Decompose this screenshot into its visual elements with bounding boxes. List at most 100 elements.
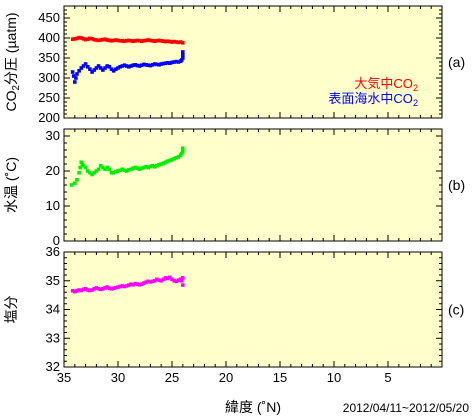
data-point [157, 278, 161, 282]
data-point [98, 38, 103, 42]
data-point [98, 287, 103, 292]
series-2 [70, 50, 185, 84]
data-point [107, 167, 112, 172]
data-point [120, 284, 125, 288]
data-point [163, 61, 168, 65]
data-point [148, 164, 153, 169]
x-tick-label: 5 [384, 370, 391, 385]
data-point [155, 62, 159, 67]
data-point [150, 39, 155, 43]
y-axis-title: 塩分 [3, 296, 19, 324]
data-point [94, 66, 99, 70]
y-axis-title: 水温 (˚C) [3, 157, 19, 213]
data-point [103, 286, 107, 290]
data-point [77, 288, 81, 292]
data-point [114, 169, 118, 174]
data-point [85, 37, 90, 41]
data-point [135, 282, 140, 286]
data-point [71, 74, 76, 78]
data-point [118, 284, 122, 289]
data-point [144, 63, 148, 67]
data-point [139, 63, 144, 67]
data-point [118, 65, 122, 69]
data-point [122, 39, 127, 43]
data-point [88, 288, 92, 293]
data-point [120, 167, 125, 172]
data-point [118, 39, 122, 43]
data-point [176, 278, 181, 282]
data-point [135, 38, 140, 43]
y-tick-label: 450 [38, 10, 60, 25]
data-point [127, 38, 131, 43]
y-tick-label: 300 [38, 70, 60, 85]
y-tick-label: 36 [46, 244, 60, 259]
data-point [179, 58, 184, 62]
data-point [168, 275, 172, 280]
data-point [78, 165, 82, 170]
data-point [73, 181, 77, 186]
data-point [75, 36, 79, 41]
data-point [109, 67, 114, 71]
data-point [172, 60, 176, 64]
data-point [88, 36, 92, 41]
data-point [150, 279, 155, 284]
data-point [159, 39, 163, 43]
data-point [139, 166, 144, 170]
data-point [111, 38, 116, 43]
data-point [152, 39, 157, 43]
data-point [94, 169, 99, 173]
data-point [161, 61, 166, 66]
data-point [101, 165, 105, 170]
data-point [133, 63, 138, 67]
data-point [73, 80, 77, 84]
data-point [137, 64, 142, 68]
data-point [150, 163, 155, 168]
data-point [103, 66, 107, 70]
data-point [163, 276, 168, 280]
data-point [146, 279, 151, 284]
data-point [148, 38, 153, 43]
data-point [176, 60, 181, 64]
data-point [81, 37, 86, 41]
data-point [77, 69, 81, 73]
y-tick-label: 35 [46, 273, 60, 288]
data-point [69, 183, 74, 187]
data-point [109, 287, 114, 291]
data-point [157, 38, 161, 43]
series-1 [70, 35, 185, 45]
data-point [170, 158, 174, 162]
data-point [96, 167, 101, 172]
data-point [152, 165, 157, 169]
data-point [120, 39, 125, 43]
data-point [178, 40, 183, 44]
y-tick-label: 0 [53, 233, 60, 248]
series-1 [70, 275, 185, 294]
data-point [137, 282, 142, 287]
data-point [146, 38, 151, 42]
plot-area [63, 128, 443, 242]
panel-3: 32 33 34 35 36 35 30 25 20 15 10 5 塩分 (c) [3, 244, 464, 385]
data-point [142, 39, 146, 43]
data-point [92, 68, 97, 72]
data-point [94, 38, 99, 42]
data-point [135, 166, 140, 170]
x-tick-label: 20 [219, 370, 233, 385]
data-point [129, 167, 133, 172]
data-point [176, 40, 181, 45]
data-point [83, 62, 88, 66]
data-point [94, 286, 99, 290]
data-point [148, 280, 153, 284]
data-point [150, 63, 155, 67]
data-point [85, 65, 90, 69]
data-point [85, 288, 90, 292]
data-point [139, 282, 144, 286]
series-1 [69, 146, 185, 187]
data-point [74, 76, 78, 80]
data-point [107, 38, 112, 43]
plot-area [63, 5, 443, 119]
panel-2: 0 10 20 30 水温 (˚C) (b) [3, 128, 465, 248]
panel-tag: (c) [448, 302, 464, 318]
data-point [114, 67, 118, 71]
